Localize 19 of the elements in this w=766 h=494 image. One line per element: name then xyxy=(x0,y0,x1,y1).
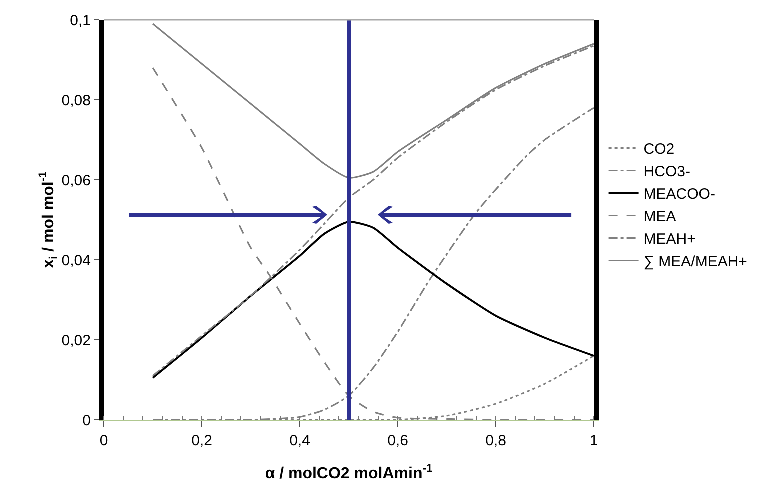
legend-label: MEAH+ xyxy=(644,231,696,248)
y-tick-label: 0,04 xyxy=(62,252,91,270)
legend-label: MEA xyxy=(644,208,676,226)
y-tick-label: 0 xyxy=(82,412,91,430)
x-tick-label: 0 xyxy=(100,432,108,450)
y-tick-label: 0,1 xyxy=(70,12,91,30)
x-tick-label: 1 xyxy=(590,432,598,450)
legend-label: CO2 xyxy=(644,141,675,158)
y-tick-label: 0,06 xyxy=(62,172,91,190)
x-tick-label: 0,6 xyxy=(388,432,408,450)
legend-label: ∑ MEA/MEAH+ xyxy=(644,254,748,271)
y-tick-label: 0,08 xyxy=(62,92,91,110)
legend-label: MEACOO- xyxy=(644,186,716,204)
x-tick-label: 0,4 xyxy=(290,432,310,450)
y-tick-label: 0,02 xyxy=(62,332,91,350)
x-axis-title: α / molCO2 molAmin$^{-1}$ xyxy=(265,462,433,482)
x-tick-label: 0,2 xyxy=(192,432,212,450)
legend-label: HCO3- xyxy=(644,164,690,181)
x-tick-label: 0,8 xyxy=(486,432,506,450)
